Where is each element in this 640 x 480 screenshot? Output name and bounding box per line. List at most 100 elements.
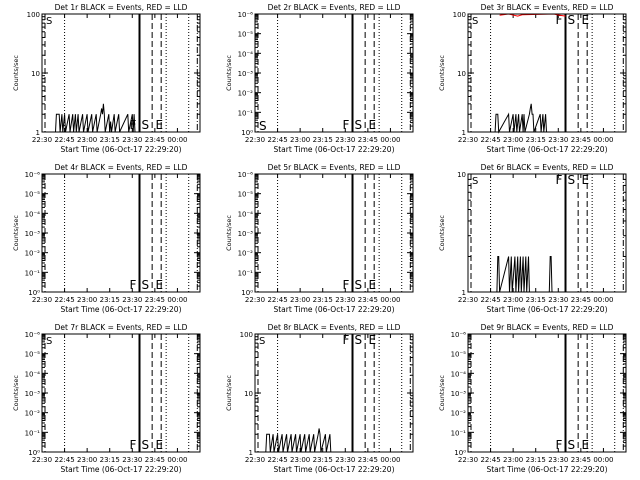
y-tick-label: 10⁻⁵ [238, 191, 254, 199]
chart-panel-5: Det 5r BLACK = Events, RED = LLD Start Ti… [225, 163, 414, 314]
chart-panel-3: Det 3r BLACK = Events, RED = LLD Start Ti… [438, 3, 627, 154]
y-axis-label: Counts/sec [225, 215, 233, 251]
chart-panel-1: Det 1r BLACK = Events, RED = LLD Start Ti… [12, 3, 201, 154]
x-axis-label: Start Time (06-Oct-17 22:29:20) [60, 305, 181, 314]
y-tick-label: 10⁻³ [451, 390, 467, 398]
event-marker-f: F [130, 438, 137, 452]
x-tick-label: 22:45 [267, 296, 287, 304]
y-tick-label: 10⁻³ [25, 390, 41, 398]
x-tick-label: 23:30 [122, 136, 142, 144]
x-axis-label: Start Time (06-Oct-17 22:29:20) [273, 305, 394, 314]
x-tick-label: 22:45 [267, 456, 287, 464]
y-tick-label: 10⁻⁵ [238, 31, 254, 39]
y-tick-label: 10⁻⁶ [25, 331, 41, 339]
x-tick-label: 23:30 [335, 296, 355, 304]
event-marker-e: E [582, 173, 590, 187]
y-tick-label: 10⁻⁴ [238, 210, 254, 218]
y-tick-label: 10⁰ [28, 289, 40, 297]
y-tick-label: 10⁰ [241, 129, 253, 137]
event-marker-f: F [130, 278, 137, 292]
event-marker-f: F [556, 13, 563, 27]
panel-title: Det 8r BLACK = Events, RED = LLD [268, 323, 401, 332]
y-tick-label: 10⁻⁶ [238, 171, 254, 179]
x-tick-label: 23:15 [100, 456, 120, 464]
x-tick-label: 00:00 [380, 456, 400, 464]
x-tick-label: 22:45 [267, 136, 287, 144]
y-tick-label: 10⁻² [451, 410, 467, 418]
y-tick-label: 10⁻² [25, 250, 41, 258]
x-axis-label: Start Time (06-Oct-17 22:29:20) [60, 145, 181, 154]
y-tick-label: 10⁻² [25, 410, 41, 418]
x-tick-label: 23:30 [548, 456, 568, 464]
plot-frame [467, 13, 627, 133]
x-tick-label: 23:30 [548, 296, 568, 304]
y-tick-label: 10⁻⁴ [238, 50, 254, 58]
event-marker-f: F [343, 278, 350, 292]
x-tick-label: 00:00 [167, 456, 187, 464]
y-tick-label: 10⁻⁶ [451, 331, 467, 339]
panel-title: Det 4r BLACK = Events, RED = LLD [55, 163, 188, 172]
y-tick-label: 10⁻⁵ [25, 191, 41, 199]
y-tick-label: 10⁻¹ [25, 269, 41, 277]
event-marker-f: F [343, 333, 350, 347]
event-marker-e: E [156, 438, 164, 452]
event-marker-s: S [46, 16, 52, 27]
chart-panel-2: Det 2r BLACK = Events, RED = LLD Start Ti… [225, 3, 414, 154]
x-tick-label: 23:15 [526, 456, 546, 464]
x-tick-label: 22:30 [245, 456, 265, 464]
x-tick-label: 23:15 [100, 296, 120, 304]
y-tick-label: 1 [36, 129, 40, 137]
y-tick-label: 10⁻⁴ [25, 370, 41, 378]
plot-frame [254, 13, 414, 133]
x-tick-label: 23:00 [290, 456, 310, 464]
panel-title: Det 9r BLACK = Events, RED = LLD [481, 323, 614, 332]
y-tick-label: 1 [462, 289, 466, 297]
x-tick-label: 00:00 [380, 136, 400, 144]
event-marker-s: S [142, 278, 150, 292]
y-tick-label: 1 [249, 449, 253, 457]
x-axis-label: Start Time (06-Oct-17 22:29:20) [273, 145, 394, 154]
series-line-1 [468, 256, 626, 293]
event-marker-e: E [582, 438, 590, 452]
x-tick-label: 22:30 [32, 456, 52, 464]
y-tick-label: 10⁰ [454, 449, 466, 457]
x-tick-label: 23:30 [122, 456, 142, 464]
y-tick-label: 10⁻¹ [238, 269, 254, 277]
x-tick-label: 23:30 [548, 136, 568, 144]
panel-title: Det 7r BLACK = Events, RED = LLD [55, 323, 188, 332]
event-marker-f: F [556, 438, 563, 452]
x-tick-label: 23:30 [122, 296, 142, 304]
plot-frame [41, 333, 201, 453]
x-tick-label: 00:00 [167, 296, 187, 304]
chart-panel-8: Det 8r BLACK = Events, RED = LLD Start Ti… [225, 323, 414, 474]
x-tick-label: 22:30 [245, 296, 265, 304]
event-marker-s: S [472, 176, 478, 187]
y-tick-label: 10⁻⁶ [238, 11, 254, 19]
panel-title: Det 2r BLACK = Events, RED = LLD [268, 3, 401, 12]
x-axis-label: Start Time (06-Oct-17 22:29:20) [486, 465, 607, 474]
x-tick-label: 23:45 [571, 456, 591, 464]
x-tick-label: 23:30 [335, 136, 355, 144]
x-tick-label: 22:30 [32, 296, 52, 304]
x-tick-label: 23:00 [503, 296, 523, 304]
event-marker-e: E [156, 118, 164, 132]
y-tick-label: 100 [453, 11, 466, 19]
y-axis-label: Counts/sec [12, 55, 20, 91]
x-tick-label: 22:45 [480, 456, 500, 464]
x-tick-label: 22:30 [458, 136, 478, 144]
x-tick-label: 23:15 [313, 456, 333, 464]
chart-panel-9: Det 9r BLACK = Events, RED = LLD Start Ti… [438, 323, 627, 474]
plot-frame [467, 173, 627, 293]
x-tick-label: 23:00 [503, 136, 523, 144]
event-marker-s: S [142, 438, 150, 452]
x-tick-label: 00:00 [380, 296, 400, 304]
x-tick-label: 22:45 [54, 136, 74, 144]
y-tick-label: 100 [27, 11, 40, 19]
event-marker-s: S [568, 173, 576, 187]
event-marker-s: S [259, 336, 265, 347]
plot-frame [254, 173, 414, 293]
x-tick-label: 23:00 [77, 296, 97, 304]
y-tick-label: 10⁻² [238, 250, 254, 258]
y-tick-label: 10 [31, 70, 40, 78]
x-tick-label: 23:15 [313, 296, 333, 304]
